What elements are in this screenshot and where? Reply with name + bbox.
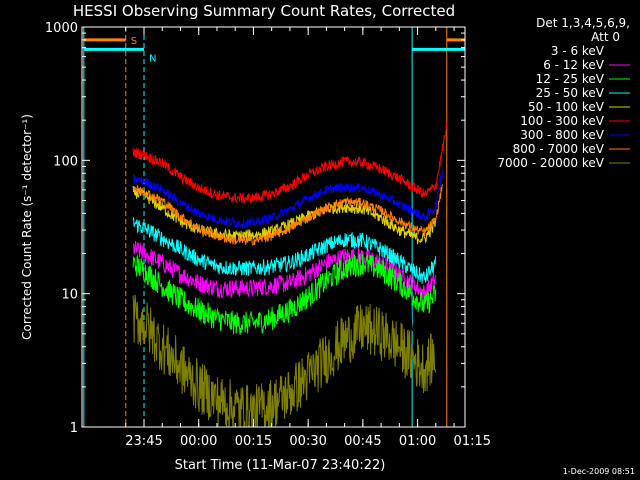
x-tick-label-1: 00:00 xyxy=(180,434,217,449)
x-tick-label-2: 00:15 xyxy=(235,434,272,449)
plot-area: SN xyxy=(83,27,465,427)
legend-label-0: 3 - 6 keV xyxy=(551,44,605,58)
x-tick-label-3: 00:30 xyxy=(289,434,326,449)
y-axis-label: Corrected Count Rate (s⁻¹ detector⁻¹) xyxy=(20,114,34,340)
marker-label-S: S xyxy=(131,36,137,47)
legend-label-2: 12 - 25 keV xyxy=(536,72,605,86)
legend-label-4: 50 - 100 keV xyxy=(528,100,605,114)
series-line-8 xyxy=(132,294,437,427)
series-line-5 xyxy=(132,122,448,205)
plot-frame xyxy=(81,26,466,428)
legend-header-line-2: Att 0 xyxy=(591,30,620,44)
series-line-1 xyxy=(133,240,437,303)
chart-title: HESSI Observing Summary Count Rates, Cor… xyxy=(73,2,455,20)
legend-label-5: 100 - 300 keV xyxy=(520,114,604,128)
series-line-4 xyxy=(132,186,437,245)
plot-clip-group: SN xyxy=(83,27,465,427)
x-tick-label-5: 01:00 xyxy=(399,434,436,449)
x-axis-label: Start Time (11-Mar-07 23:40:22) xyxy=(175,458,386,473)
x-tick-label-4: 00:45 xyxy=(344,434,381,449)
tick-labels: 1 10 100 1000 23:45 00:00 00:15 00:30 00:45 01:00… xyxy=(45,21,491,449)
x-tick-label-0: 23:45 xyxy=(125,434,162,449)
y-tick-label-0: 1 xyxy=(70,421,78,436)
series-line-2 xyxy=(132,254,437,335)
legend-header-line-1: Det 1,3,4,5,6,9, xyxy=(536,16,630,30)
legend-label-6: 300 - 800 keV xyxy=(520,128,604,142)
series-line-3 xyxy=(132,217,437,284)
axes xyxy=(81,26,466,428)
y-tick-label-1: 10 xyxy=(61,288,78,303)
series-line-6 xyxy=(132,168,444,229)
series-line-0 xyxy=(132,254,437,389)
series-line-7 xyxy=(132,184,444,246)
legend-label-7: 800 - 7000 keV xyxy=(513,142,605,156)
footer-timestamp: 1-Dec-2009 08:51 xyxy=(563,467,635,476)
legend-label-8: 7000 - 20000 keV xyxy=(497,156,604,170)
legend-label-3: 25 - 50 keV xyxy=(536,86,605,100)
marker-label-N: N xyxy=(149,53,156,64)
y-tick-label-2: 100 xyxy=(53,154,78,169)
y-tick-label-3: 1000 xyxy=(45,21,78,36)
legend-label-1: 6 - 12 keV xyxy=(543,58,605,72)
x-tick-label-6: 01:15 xyxy=(454,434,491,449)
